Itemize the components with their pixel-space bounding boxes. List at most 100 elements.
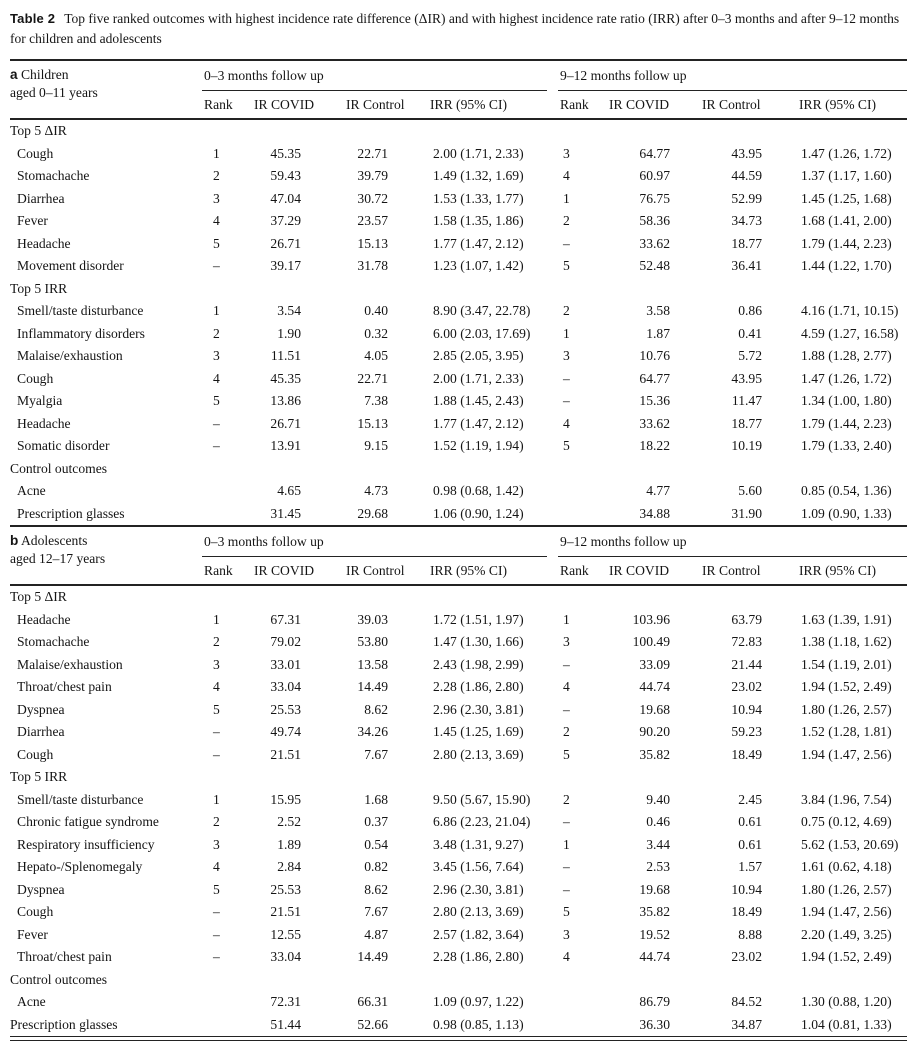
table-row: Smell/taste disturbance 1 3.54 0.40 8.90 (3.… bbox=[10, 300, 907, 323]
irr-cell: 1.68 (1.41, 2.00) bbox=[801, 213, 892, 229]
table-row: Acne 72.31 66.31 1.09 (0.97, 1.22) 86.79 84.5… bbox=[10, 991, 907, 1014]
irr-cell: 2.57 (1.82, 3.64) bbox=[433, 926, 524, 942]
ir-covid-cell: 31.45 bbox=[270, 505, 301, 521]
irr-cell: 1.61 (0.62, 4.18) bbox=[801, 859, 892, 875]
irr-cell: 3.45 (1.56, 7.64) bbox=[433, 859, 524, 875]
irr-cell: 2.80 (2.13, 3.69) bbox=[433, 746, 524, 762]
table-row: Malaise/exhaustion 3 33.01 13.58 2.43 (1.98,… bbox=[10, 654, 907, 677]
outcome-label: Fever bbox=[17, 926, 48, 942]
gap-cell bbox=[547, 480, 558, 503]
irr-cell: 2.28 (1.86, 2.80) bbox=[433, 949, 524, 965]
ir-control-cell: 53.80 bbox=[357, 634, 388, 650]
period-header-0-3: 0–3 months follow up bbox=[202, 60, 548, 91]
ir-covid-cell: 39.17 bbox=[270, 258, 301, 274]
panel-age-range: aged 0–11 years bbox=[10, 85, 98, 100]
irr-cell: 6.00 (2.03, 17.69) bbox=[433, 325, 531, 341]
ir-control-cell: 7.38 bbox=[364, 393, 388, 409]
ir-control-cell: 14.49 bbox=[357, 949, 388, 965]
ir-control-cell: 52.99 bbox=[731, 190, 763, 206]
outcome-label: Movement disorder bbox=[17, 258, 124, 274]
rank-cell: 3 bbox=[563, 926, 570, 942]
gap-cell bbox=[547, 721, 558, 744]
ir-covid-cell: 35.82 bbox=[639, 746, 671, 762]
table-row: Cough – 21.51 7.67 2.80 (2.13, 3.69) 5 35.82 18… bbox=[10, 901, 907, 924]
ir-covid-cell: 0.46 bbox=[646, 814, 671, 830]
table-row: Headache – 26.71 15.13 1.77 (1.47, 2.12) 4 33.… bbox=[10, 413, 907, 436]
gap-cell bbox=[547, 390, 558, 413]
ir-control-cell: 8.88 bbox=[738, 926, 763, 942]
outcome-label: Headache bbox=[17, 415, 71, 431]
rank-cell: 1 bbox=[213, 145, 220, 161]
column-header: IRR (95% CI) bbox=[797, 556, 908, 586]
ir-covid-cell: 103.96 bbox=[632, 611, 671, 627]
ir-covid-cell: 26.71 bbox=[270, 235, 301, 251]
irr-cell: 1.49 (1.32, 1.69) bbox=[433, 168, 524, 184]
rank-cell: 2 bbox=[563, 724, 570, 740]
ir-covid-cell: 15.36 bbox=[639, 393, 671, 409]
irr-cell: 1.77 (1.47, 2.12) bbox=[433, 415, 524, 431]
gap-cell bbox=[547, 856, 558, 879]
section-title: Top 5 ΔIR bbox=[10, 123, 67, 139]
panel-header-row: a Children aged 0–11 years 0–3 months foll… bbox=[10, 60, 908, 120]
table-row: Myalgia 5 13.86 7.38 1.88 (1.45, 2.43) – 15.36… bbox=[10, 390, 907, 413]
rank-cell: 3 bbox=[213, 190, 220, 206]
table-row: Respiratory insufficiency 3 1.89 0.54 3.48 (… bbox=[10, 834, 907, 857]
table-row: Malaise/exhaustion 3 11.51 4.05 2.85 (2.05, … bbox=[10, 345, 907, 368]
gap-cell bbox=[547, 143, 558, 166]
ir-covid-cell: 15.95 bbox=[270, 791, 301, 807]
ir-control-cell: 23.02 bbox=[731, 949, 763, 965]
irr-cell: 3.48 (1.31, 9.27) bbox=[433, 836, 524, 852]
rank-cell bbox=[558, 991, 607, 1014]
irr-cell: 1.80 (1.26, 2.57) bbox=[801, 701, 892, 717]
column-header: Rank bbox=[558, 90, 608, 120]
irr-cell: 1.88 (1.28, 2.77) bbox=[801, 348, 892, 364]
ir-control-cell: 18.77 bbox=[731, 235, 763, 251]
outcome-label: Cough bbox=[17, 370, 54, 386]
rank-cell: 5 bbox=[213, 235, 220, 251]
ir-covid-cell: 33.09 bbox=[639, 656, 671, 672]
ir-control-cell: 10.94 bbox=[731, 701, 763, 717]
ir-covid-cell: 59.43 bbox=[270, 168, 301, 184]
ir-control-cell: 18.77 bbox=[731, 415, 763, 431]
rank-cell bbox=[558, 503, 607, 526]
ir-control-cell: 2.45 bbox=[738, 791, 763, 807]
ir-control-cell: 34.73 bbox=[731, 213, 763, 229]
rank-cell: 2 bbox=[213, 325, 220, 341]
ir-covid-cell: 2.53 bbox=[646, 859, 671, 875]
irr-cell: 1.52 (1.28, 1.81) bbox=[801, 724, 892, 740]
ir-covid-cell: 19.52 bbox=[639, 926, 671, 942]
ir-covid-cell: 1.87 bbox=[646, 325, 671, 341]
ir-covid-cell: 3.54 bbox=[277, 303, 301, 319]
ir-covid-cell: 3.58 bbox=[646, 303, 671, 319]
panel-b-body: Top 5 ΔIR Headache 1 67.31 39.03 1.72 (1.51, … bbox=[10, 585, 907, 1036]
ir-covid-cell: 33.62 bbox=[639, 415, 671, 431]
ir-control-cell: 13.58 bbox=[357, 656, 388, 672]
ir-covid-cell: 1.89 bbox=[277, 836, 301, 852]
ir-control-cell: 30.72 bbox=[357, 190, 388, 206]
irr-cell: 0.75 (0.12, 4.69) bbox=[801, 814, 892, 830]
period-header-9-12: 9–12 months follow up bbox=[558, 526, 908, 557]
rank-cell: 4 bbox=[563, 949, 570, 965]
irr-cell: 0.98 (0.68, 1.42) bbox=[433, 483, 524, 499]
panel-letter: b bbox=[10, 533, 19, 548]
gap-cell bbox=[547, 300, 558, 323]
ir-covid-cell: 33.62 bbox=[639, 235, 671, 251]
irr-cell: 3.84 (1.96, 7.54) bbox=[801, 791, 892, 807]
irr-cell: 1.80 (1.26, 2.57) bbox=[801, 881, 892, 897]
ir-control-cell: 22.71 bbox=[357, 370, 388, 386]
gap-cell bbox=[547, 609, 558, 632]
ir-control-cell: 22.71 bbox=[357, 145, 388, 161]
outcome-label: Hepato-/Splenomegaly bbox=[17, 859, 143, 875]
irr-cell: 2.00 (1.71, 2.33) bbox=[433, 145, 524, 161]
ir-covid-cell: 4.77 bbox=[646, 483, 671, 499]
ir-control-cell: 39.79 bbox=[357, 168, 388, 184]
ir-covid-cell: 44.74 bbox=[639, 949, 671, 965]
ir-covid-cell: 4.65 bbox=[277, 483, 301, 499]
rank-cell: 2 bbox=[563, 303, 570, 319]
rank-cell: – bbox=[213, 926, 220, 942]
rank-cell: 4 bbox=[563, 415, 570, 431]
ir-covid-cell: 21.51 bbox=[270, 746, 301, 762]
table-row: Hepato-/Splenomegaly 4 2.84 0.82 3.45 (1.56,… bbox=[10, 856, 907, 879]
gap-cell bbox=[547, 233, 558, 256]
table-row: Throat/chest pain 4 33.04 14.49 2.28 (1.86, … bbox=[10, 676, 907, 699]
